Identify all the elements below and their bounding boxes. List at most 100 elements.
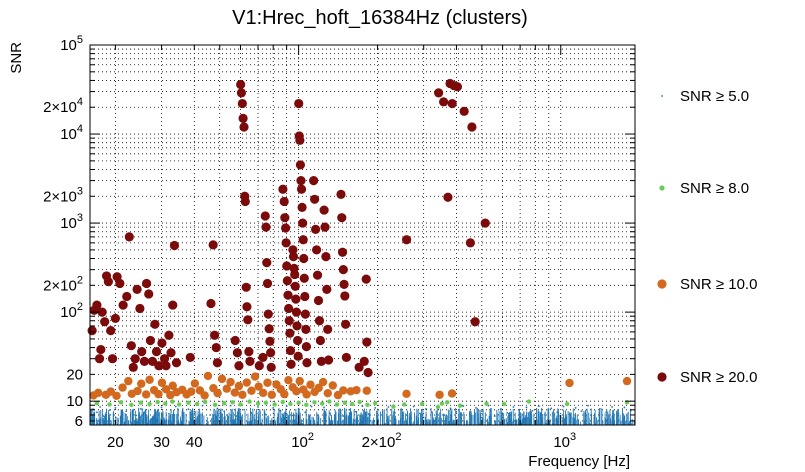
series-0-point xyxy=(144,411,147,414)
series-1-point xyxy=(457,403,463,408)
series-3-point xyxy=(240,196,250,207)
legend-label: SNR ≥ 8.0 xyxy=(680,180,749,197)
y-tick-label: 6 xyxy=(75,413,83,430)
series-3-point xyxy=(241,282,251,292)
series-0-point xyxy=(348,408,351,411)
series-0-point xyxy=(181,414,184,417)
series-0-point xyxy=(443,414,446,416)
y-tick-label: 105 xyxy=(60,34,83,54)
series-1-point xyxy=(445,400,450,405)
series-2-point xyxy=(362,386,371,395)
series-1-point xyxy=(221,400,227,406)
series-0-point xyxy=(598,407,601,410)
series-2-point xyxy=(318,377,328,387)
series-2-point xyxy=(302,390,311,399)
series-3-point xyxy=(263,309,273,319)
series-3-point xyxy=(168,300,178,310)
series-0-point xyxy=(374,407,377,409)
series-2-point xyxy=(284,375,293,385)
plot-frame xyxy=(89,44,636,426)
series-0-point xyxy=(394,411,396,414)
series-3-point xyxy=(465,238,475,248)
series-2-point xyxy=(328,381,337,390)
series-2-point xyxy=(247,386,256,395)
series-1-point xyxy=(312,400,317,405)
series-1-point xyxy=(334,402,340,407)
series-3-point xyxy=(362,337,372,347)
x-tick-labels: 20 30 40 102 2×102 103 xyxy=(107,431,576,451)
y-tick-labels: 6 10 20 102 2×102 103 2×103 104 2×104 105 xyxy=(43,34,83,430)
series-1-point xyxy=(155,399,160,405)
series-0-point xyxy=(475,407,477,409)
series-1-point xyxy=(163,401,168,406)
series-3-point xyxy=(452,82,463,92)
series-0-point xyxy=(329,412,332,415)
series-3-point xyxy=(291,307,302,317)
series-3-point xyxy=(323,355,334,365)
series-0-point xyxy=(611,406,613,408)
series-2-point xyxy=(222,384,231,393)
series-0-point xyxy=(425,407,427,410)
series-3-point xyxy=(209,330,220,340)
series-3-point xyxy=(315,335,326,346)
series-3-point xyxy=(166,348,176,358)
series-0-point xyxy=(152,416,155,419)
series-0-point xyxy=(449,407,452,410)
series-3-point xyxy=(278,184,288,194)
series-3-point xyxy=(284,316,294,326)
series-3-point xyxy=(161,361,171,371)
series-3-point xyxy=(470,317,480,327)
series-3-point xyxy=(242,302,252,312)
series-0-point xyxy=(556,411,559,414)
series-2-point xyxy=(106,387,115,396)
series-3-point xyxy=(297,202,307,213)
series-3-point xyxy=(94,354,105,364)
series-0-point xyxy=(381,414,383,416)
series-3-point xyxy=(301,342,312,352)
series-3-point xyxy=(285,328,295,338)
series-0-point xyxy=(543,414,546,416)
series-3-point xyxy=(103,277,113,287)
series-0-point xyxy=(462,405,465,408)
series-0-point xyxy=(257,406,259,408)
y-tick-label: 102 xyxy=(60,301,83,321)
series-0-point xyxy=(550,407,553,410)
series-3-point xyxy=(311,245,322,255)
series-0-point xyxy=(193,410,196,413)
series-3-point xyxy=(164,330,174,340)
legend-marker xyxy=(659,185,665,191)
series-3-point xyxy=(100,317,110,327)
series-3-point xyxy=(319,205,329,215)
series-1-point xyxy=(419,401,425,407)
series-2-point xyxy=(242,378,251,387)
series-0-point xyxy=(406,414,409,417)
series-3-point xyxy=(323,324,333,334)
series-3-point xyxy=(284,303,294,314)
series-3-point xyxy=(322,284,332,294)
x-axis-title: Frequency [Hz] xyxy=(528,453,630,470)
series-3-point xyxy=(137,347,147,357)
series-1-point xyxy=(327,399,332,404)
series-0-point xyxy=(285,405,288,408)
series-3-point xyxy=(290,281,300,291)
series-3-point xyxy=(288,252,299,262)
series-2-point xyxy=(124,376,133,386)
series-0-point xyxy=(310,405,313,408)
series-1-point xyxy=(296,400,301,405)
series-0-point xyxy=(160,406,163,409)
series-0-point xyxy=(174,405,177,408)
series-3-point xyxy=(107,354,118,364)
series-0-point xyxy=(229,404,232,407)
x-tick-label: 103 xyxy=(553,431,576,451)
series-1-point xyxy=(349,401,355,407)
series-2-point xyxy=(267,390,276,399)
series-3-point xyxy=(185,352,195,363)
series-3-point xyxy=(434,88,444,98)
series-1-point xyxy=(435,404,441,410)
series-0-point xyxy=(580,410,583,413)
y-tick-label: 2×102 xyxy=(43,274,83,294)
series-0-point xyxy=(400,408,402,411)
series-3-point xyxy=(443,192,453,202)
series-1-point xyxy=(365,402,370,408)
